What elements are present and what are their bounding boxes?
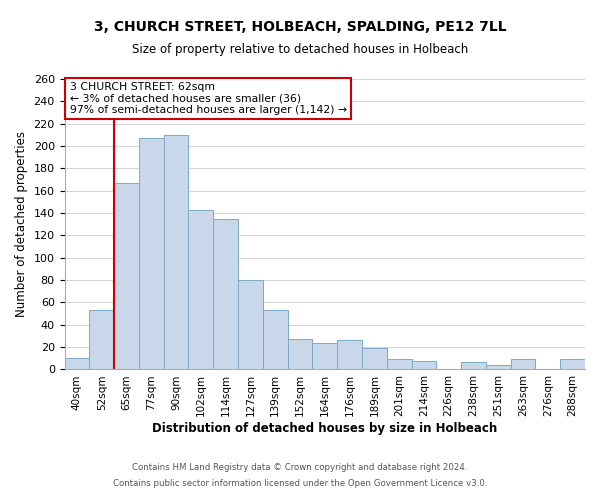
Bar — [139, 138, 164, 370]
Bar — [387, 360, 412, 370]
Bar — [511, 360, 535, 370]
Y-axis label: Number of detached properties: Number of detached properties — [15, 131, 28, 317]
Bar — [164, 135, 188, 370]
Bar — [461, 362, 486, 370]
Bar — [188, 210, 213, 370]
Bar — [89, 310, 114, 370]
X-axis label: Distribution of detached houses by size in Holbeach: Distribution of detached houses by size … — [152, 422, 497, 435]
Text: Contains public sector information licensed under the Open Government Licence v3: Contains public sector information licen… — [113, 478, 487, 488]
Bar — [337, 340, 362, 370]
Bar — [114, 183, 139, 370]
Bar — [213, 218, 238, 370]
Text: 3 CHURCH STREET: 62sqm
← 3% of detached houses are smaller (36)
97% of semi-deta: 3 CHURCH STREET: 62sqm ← 3% of detached … — [70, 82, 347, 115]
Bar — [362, 348, 387, 370]
Bar — [238, 280, 263, 370]
Bar — [287, 340, 313, 370]
Text: Contains HM Land Registry data © Crown copyright and database right 2024.: Contains HM Land Registry data © Crown c… — [132, 464, 468, 472]
Bar — [263, 310, 287, 370]
Bar — [560, 360, 585, 370]
Text: Size of property relative to detached houses in Holbeach: Size of property relative to detached ho… — [132, 42, 468, 56]
Text: 3, CHURCH STREET, HOLBEACH, SPALDING, PE12 7LL: 3, CHURCH STREET, HOLBEACH, SPALDING, PE… — [94, 20, 506, 34]
Bar — [486, 365, 511, 370]
Bar — [65, 358, 89, 370]
Bar — [412, 360, 436, 370]
Bar — [313, 342, 337, 369]
